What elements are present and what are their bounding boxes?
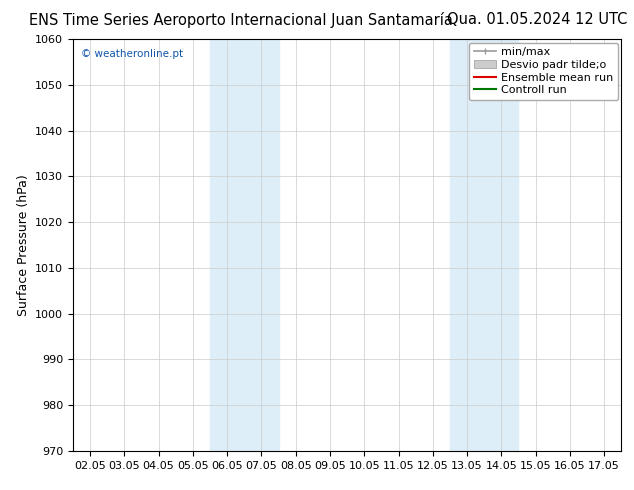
Text: © weatheronline.pt: © weatheronline.pt (81, 49, 183, 59)
Bar (450, 39, 519, 451)
Legend: min/max, Desvio padr tilde;o, Ensemble mean run, Controll run: min/max, Desvio padr tilde;o, Ensemble m… (469, 43, 618, 100)
Bar (210, 39, 278, 451)
Y-axis label: Surface Pressure (hPa): Surface Pressure (hPa) (16, 174, 30, 316)
Text: ENS Time Series Aeroporto Internacional Juan Santamaría: ENS Time Series Aeroporto Internacional … (29, 12, 453, 28)
Text: Qua. 01.05.2024 12 UTC: Qua. 01.05.2024 12 UTC (447, 12, 628, 27)
